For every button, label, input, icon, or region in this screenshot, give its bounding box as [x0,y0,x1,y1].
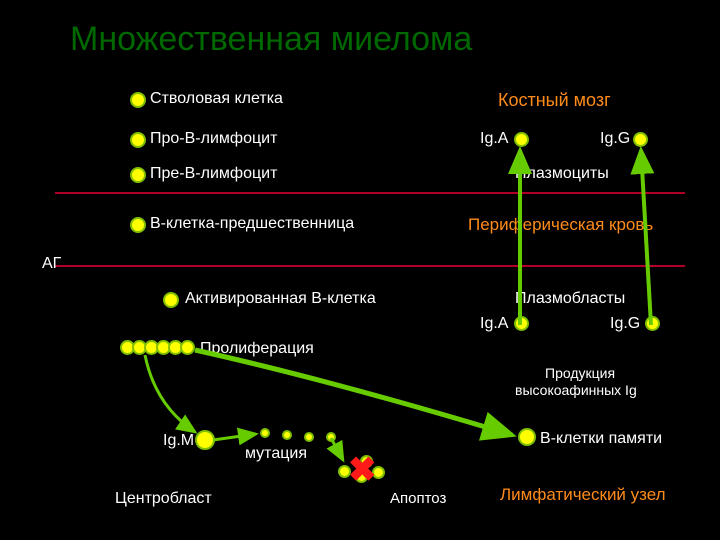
label-IgM: Ig.M [163,432,194,450]
diagram-stage: Множественная миелома Стволовая клетка Пр… [0,0,720,540]
label-hiAff2: высокоафинных Ig [515,382,637,398]
label-IgA_mid: Ig.A [480,315,508,333]
label-plasmoblasts: Плазмобласты [515,290,625,308]
label-preB: Пре-В-лимфоцит [150,165,277,183]
cell-node [163,292,179,308]
label-mutation: мутация [245,445,307,463]
label-hiAff1: Продукция [545,365,615,381]
hline-2 [55,265,685,267]
label-activated: Активированная В-клетка [185,290,376,308]
cell-node [514,132,529,147]
label-IgG_top: Ig.G [600,130,630,148]
page-title: Множественная миелома [70,20,472,59]
label-prolif: Пролиферация [200,340,314,358]
arrow [145,355,195,432]
label-ag: АГ [42,255,61,273]
cell-node [326,432,336,442]
label-proB: Про-В-лимфоцит [150,130,277,148]
cell-node [282,430,292,440]
arrow [641,150,651,325]
cell-node [304,432,314,442]
label-IgG_mid: Ig.G [610,315,640,333]
cell-node [518,428,536,446]
cell-node [195,430,215,450]
label-centroblast: Центробласт [115,490,212,508]
arrow [195,350,512,435]
cell-node [130,132,146,148]
apoptosis-cross: ✖ [348,450,377,490]
label-periph: Периферическая кровь [468,215,653,235]
label-plasmocytes: Плазмоциты [515,165,609,183]
label-apoptosis: Апоптоз [390,490,446,507]
cell-node [645,316,660,331]
cell-node [260,428,270,438]
label-precursor: В-клетка-предшественница [150,215,354,233]
cell-node [633,132,648,147]
hline-1 [55,192,685,194]
arrow [213,434,256,440]
label-IgA_top: Ig.A [480,130,508,148]
cell-node [130,92,146,108]
cell-node [514,316,529,331]
label-bm: Костный мозг [498,90,611,111]
label-lymphnode: Лимфатический узел [500,485,666,505]
label-memory: В-клетки памяти [540,430,662,448]
cell-node [180,340,195,355]
cell-node [130,217,146,233]
cell-node [130,167,146,183]
label-stem: Стволовая клетка [150,90,283,108]
